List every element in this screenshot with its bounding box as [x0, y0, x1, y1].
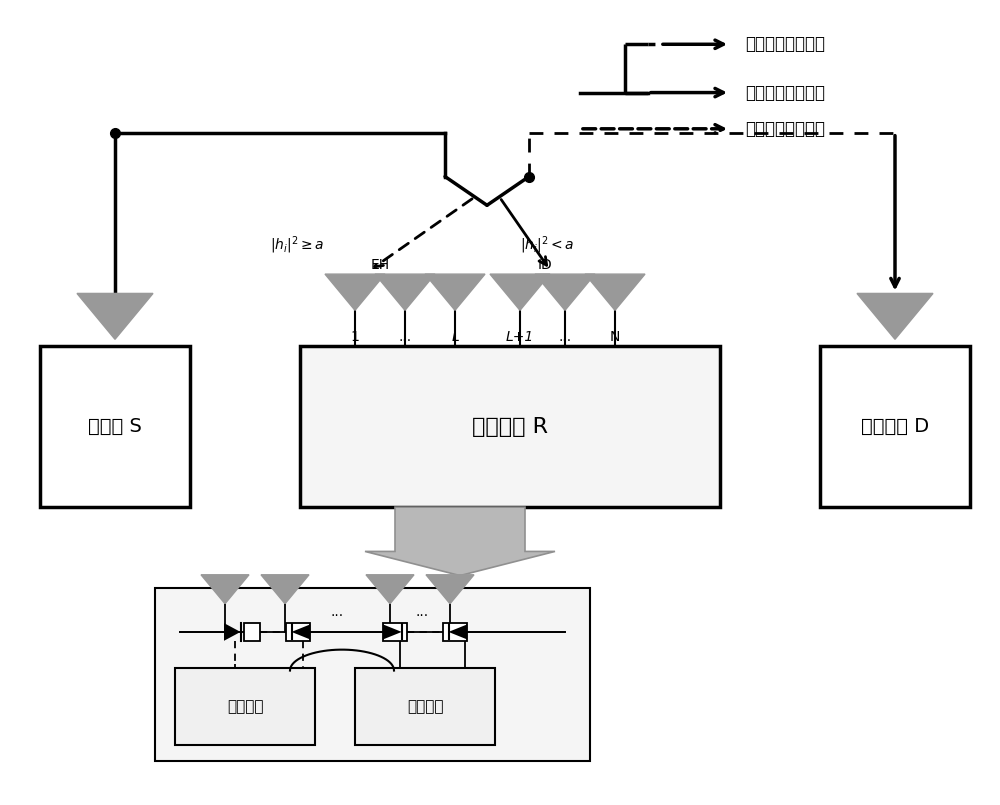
Polygon shape	[365, 507, 555, 576]
FancyBboxPatch shape	[40, 346, 190, 507]
Text: EH: EH	[370, 258, 390, 271]
Polygon shape	[366, 575, 414, 604]
Polygon shape	[490, 274, 550, 310]
Polygon shape	[325, 274, 385, 310]
Text: $|h_i|^2 < a$: $|h_i|^2 < a$	[520, 235, 575, 256]
Text: 第二时隙信息传输: 第二时隙信息传输	[745, 120, 825, 138]
Text: ...: ...	[398, 330, 412, 345]
Polygon shape	[535, 274, 595, 310]
FancyBboxPatch shape	[383, 623, 407, 641]
Polygon shape	[375, 274, 435, 310]
Text: L: L	[451, 330, 459, 345]
Polygon shape	[201, 575, 249, 604]
Text: 第一时隙能量获取: 第一时隙能量获取	[745, 35, 825, 53]
Text: 目的节点 D: 目的节点 D	[861, 417, 929, 436]
Text: $|h_i|^2 \geq a$: $|h_i|^2 \geq a$	[270, 235, 325, 256]
FancyBboxPatch shape	[155, 588, 590, 761]
Text: L+1: L+1	[506, 330, 534, 345]
Text: ...: ...	[558, 330, 572, 345]
Polygon shape	[448, 625, 467, 639]
Polygon shape	[857, 294, 933, 340]
FancyBboxPatch shape	[443, 623, 467, 641]
Text: ...: ...	[415, 605, 429, 619]
Polygon shape	[261, 575, 309, 604]
Text: 源节点 S: 源节点 S	[88, 417, 142, 436]
Polygon shape	[224, 623, 240, 641]
Text: ...: ...	[330, 605, 344, 619]
Text: 射频电路: 射频电路	[407, 699, 443, 714]
FancyBboxPatch shape	[355, 668, 495, 745]
Polygon shape	[292, 625, 310, 639]
FancyBboxPatch shape	[175, 668, 315, 745]
Polygon shape	[426, 575, 474, 604]
Polygon shape	[383, 625, 402, 639]
Text: 1: 1	[351, 330, 359, 345]
Polygon shape	[425, 274, 485, 310]
Polygon shape	[77, 294, 153, 340]
FancyBboxPatch shape	[244, 623, 260, 641]
Polygon shape	[585, 274, 645, 310]
Text: 第一时隙信息解码: 第一时隙信息解码	[745, 84, 825, 101]
Text: 中继节点 R: 中继节点 R	[472, 417, 548, 436]
FancyBboxPatch shape	[820, 346, 970, 507]
Text: 整流电路: 整流电路	[227, 699, 263, 714]
FancyBboxPatch shape	[286, 623, 310, 641]
Text: ID: ID	[538, 258, 552, 271]
Text: N: N	[610, 330, 620, 345]
FancyBboxPatch shape	[300, 346, 720, 507]
